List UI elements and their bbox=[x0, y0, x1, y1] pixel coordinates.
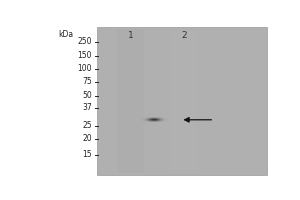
Bar bbox=[97, 27, 266, 175]
Bar bbox=[171, 29, 197, 173]
Text: 50: 50 bbox=[82, 91, 92, 100]
Text: 2: 2 bbox=[181, 31, 187, 40]
Text: 75: 75 bbox=[82, 77, 92, 86]
Text: 20: 20 bbox=[82, 134, 92, 143]
Text: 1: 1 bbox=[128, 31, 134, 40]
Text: 150: 150 bbox=[78, 51, 92, 60]
Text: 15: 15 bbox=[82, 150, 92, 159]
Text: kDa: kDa bbox=[58, 30, 74, 39]
Text: 250: 250 bbox=[78, 37, 92, 46]
Text: 100: 100 bbox=[78, 64, 92, 73]
Text: 25: 25 bbox=[82, 121, 92, 130]
Text: 37: 37 bbox=[82, 103, 92, 112]
Bar bbox=[117, 29, 144, 173]
